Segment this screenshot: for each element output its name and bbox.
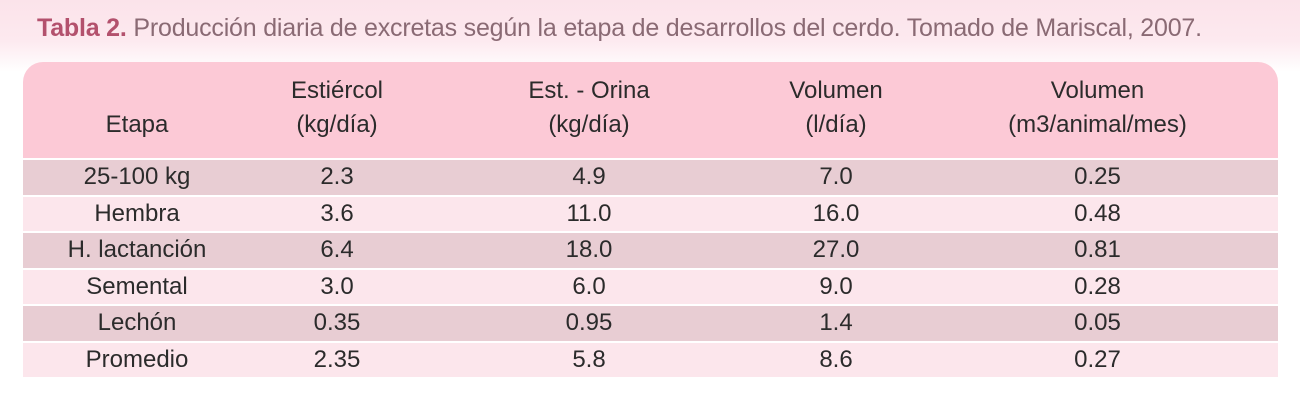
cell-etapa: Hembra: [94, 199, 180, 227]
header-volumen-mes: Volumen (m3/animal/mes): [917, 74, 1278, 142]
header-est-orina-line2: (kg/día): [548, 111, 630, 138]
cell-volumen-dia: 8.6: [819, 345, 853, 373]
cell-volumen-mes: 0.25: [1074, 163, 1121, 190]
table-row: H. lactanción 6.4 18.0 27.0 0.81: [23, 231, 1278, 268]
cell-volumen-mes: 0.48: [1074, 199, 1121, 227]
header-etapa-line1: [23, 74, 251, 108]
header-est-orina: Est. - Orina (kg/día): [423, 74, 755, 142]
cell-estiercol: 0.35: [313, 309, 361, 336]
cell-volumen-mes: 0.28: [1074, 272, 1121, 300]
header-estiercol-line2: (kg/día): [296, 111, 378, 138]
table-caption: Tabla 2. Producción diaria de excretas s…: [37, 10, 1202, 46]
cell-estiercol: 3.0: [320, 272, 354, 300]
cell-est-orina: 11.0: [566, 199, 612, 227]
table-row: 25-100 kg 2.3 4.9 7.0 0.25: [23, 158, 1278, 195]
cell-etapa: Lechón: [97, 309, 177, 336]
cell-etapa: H. lactanción: [67, 236, 207, 263]
table-row: Promedio 2.35 5.8 8.6 0.27: [23, 340, 1278, 377]
header-est-orina-line1: Est. - Orina: [528, 77, 650, 104]
cell-volumen-dia: 9.0: [819, 272, 853, 300]
header-estiercol-line1: Estiércol: [290, 77, 384, 104]
data-table: Etapa Estiércol (kg/día) Est. - Orina (k…: [23, 62, 1278, 388]
cell-estiercol: 6.4: [320, 236, 354, 263]
cell-etapa: Promedio: [85, 345, 189, 373]
cell-est-orina: 6.0: [572, 272, 606, 300]
cell-est-orina: 5.8: [572, 345, 606, 373]
cell-etapa: 25-100 kg: [83, 163, 191, 190]
cell-volumen-mes: 0.27: [1074, 345, 1121, 373]
table-row: Semental 3.0 6.0 9.0 0.28: [23, 267, 1278, 304]
table-row: Lechón 0.35 0.95 1.4 0.05: [23, 304, 1278, 341]
cell-volumen-dia: 1.4: [819, 309, 853, 336]
header-estiercol: Estiércol (kg/día): [251, 74, 423, 142]
cell-volumen-dia: 16.0: [812, 199, 860, 227]
cell-volumen-mes: 0.81: [1074, 236, 1121, 263]
header-volumen-mes-line2: (m3/animal/mes): [1008, 111, 1187, 138]
caption-text: Producción diaria de excretas según la e…: [126, 14, 1202, 42]
table-body: 25-100 kg 2.3 4.9 7.0 0.25 Hembra 3.6 11…: [23, 158, 1278, 377]
header-volumen-mes-line1: Volumen: [1050, 77, 1145, 104]
header-etapa-line2: Etapa: [105, 111, 169, 138]
cell-est-orina: 18.0: [565, 236, 613, 263]
table-row: Hembra 3.6 11.0 16.0 0.48: [23, 194, 1278, 231]
cell-volumen-dia: 7.0: [819, 163, 853, 190]
header-etapa: Etapa: [23, 74, 251, 142]
header-volumen-dia-line2: (l/día): [805, 111, 867, 138]
caption-band: [0, 0, 1300, 72]
header-volumen-dia-line1: Volumen: [789, 77, 883, 104]
cell-etapa: Semental: [86, 272, 188, 300]
cell-volumen-mes: 0.05: [1074, 309, 1121, 336]
cell-est-orina: 4.9: [572, 163, 606, 190]
cell-est-orina: 0.95: [565, 309, 613, 336]
cell-estiercol: 3.6: [320, 199, 354, 227]
cell-volumen-dia: 27.0: [812, 236, 860, 263]
header-volumen-dia: Volumen (l/día): [755, 74, 917, 142]
cell-estiercol: 2.35: [313, 345, 361, 373]
caption-label: Tabla 2.: [37, 14, 127, 42]
table-header: Etapa Estiércol (kg/día) Est. - Orina (k…: [23, 62, 1278, 158]
cell-estiercol: 2.3: [320, 163, 354, 190]
